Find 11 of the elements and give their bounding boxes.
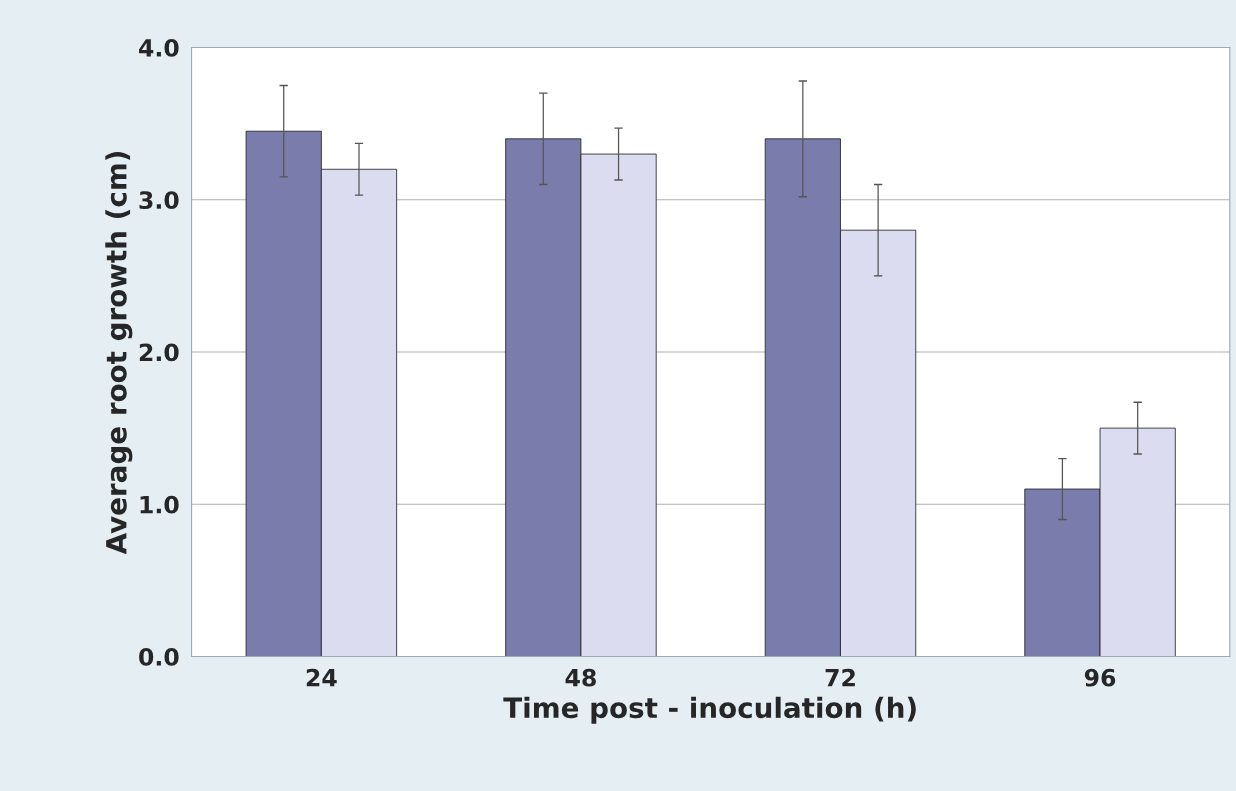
x-tick-label: 72	[825, 668, 855, 687]
y-tick-label: 1.0	[140, 495, 179, 514]
y-tick-label: 3.0	[139, 191, 179, 210]
y-tick-label: 2.0	[139, 343, 179, 362]
x-tick-label: 96	[1084, 668, 1116, 687]
y-tick-label: 4.0	[139, 38, 179, 57]
x-axis-title: Time post - inoculation (h)	[503, 696, 916, 724]
x-tick-label: 48	[565, 668, 596, 687]
y-axis-title: Average root growth (cm)	[105, 151, 133, 555]
x-tick-label: 24	[306, 668, 337, 687]
y-tick-label: 0.0	[139, 647, 179, 666]
